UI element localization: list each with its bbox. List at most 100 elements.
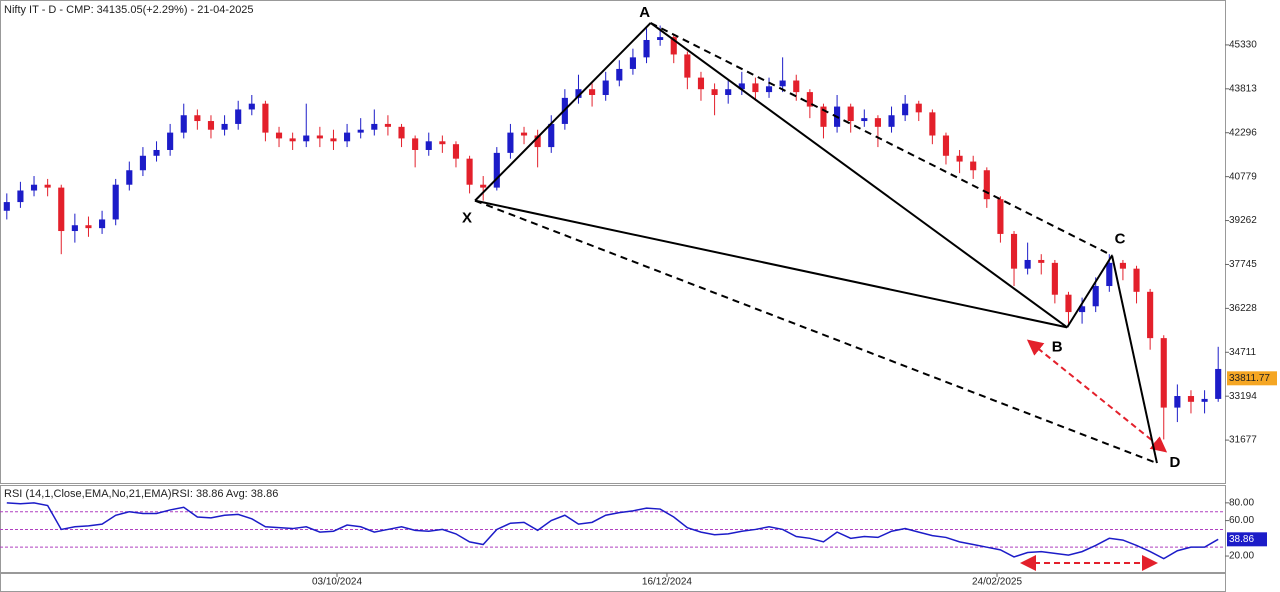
candle-body	[167, 132, 174, 150]
rsi-title: RSI (14,1,Close,EMA,No,21,EMA)RSI: 38.86…	[4, 488, 278, 500]
candle-body	[997, 199, 1004, 234]
candle-body	[847, 106, 854, 122]
y-tick-label: 20.00	[1229, 551, 1254, 562]
candle-body	[1051, 262, 1058, 295]
y-tick-label: 45330	[1229, 40, 1257, 51]
rsi-badge-label: 38.86	[1229, 534, 1254, 545]
candle-body	[779, 80, 786, 87]
candle-body	[1147, 291, 1154, 339]
candle-body	[44, 184, 51, 188]
pattern-label: B	[1052, 338, 1063, 355]
date-strip	[0, 573, 1226, 592]
candle-body	[3, 202, 10, 211]
candle-body	[684, 54, 691, 78]
price-panel	[0, 0, 1226, 484]
candle-body	[697, 77, 705, 90]
x-tick-label: 24/02/2025	[972, 577, 1022, 588]
y-tick-label: 42296	[1229, 127, 1257, 138]
candle-body	[983, 170, 990, 200]
candle-body	[602, 80, 609, 95]
last-price-box	[1227, 371, 1277, 386]
last-price-label: 33811.77	[1229, 373, 1270, 384]
candle-body	[412, 138, 419, 150]
y-tick-label: 34711	[1229, 347, 1257, 358]
candle-body	[207, 121, 215, 130]
candle-body	[956, 155, 963, 162]
candle-body	[398, 126, 405, 139]
candle-body	[1133, 268, 1140, 292]
candle-body	[357, 129, 364, 133]
candle-body	[153, 149, 160, 156]
candle-body	[752, 83, 759, 93]
pattern-dashed-line	[474, 199, 1158, 465]
candle-body	[793, 80, 800, 93]
rsi-line	[6, 502, 1219, 560]
candle-body	[139, 155, 146, 171]
candle-body	[126, 170, 133, 185]
candle-body	[643, 39, 650, 58]
y-tick-label: 36228	[1229, 303, 1257, 314]
candle-body	[765, 86, 773, 93]
candle-body	[71, 225, 78, 232]
y-tick-label: 37745	[1229, 259, 1257, 270]
candle-body	[711, 89, 718, 95]
pattern-label: X	[462, 210, 472, 227]
candle-body	[575, 89, 582, 98]
candle-body	[725, 89, 732, 95]
candle-body	[929, 112, 936, 136]
candle-body	[874, 118, 881, 127]
rsi-badge	[1227, 532, 1267, 547]
pattern-line	[1066, 254, 1113, 328]
candle-body	[344, 132, 351, 142]
candle-body	[493, 152, 500, 188]
pattern-line	[474, 22, 652, 202]
candle-body	[221, 123, 228, 130]
pattern-line	[1111, 255, 1158, 464]
candle-body	[480, 184, 487, 188]
y-tick-label: 39262	[1229, 215, 1257, 226]
y-tick-label: 31677	[1229, 435, 1257, 446]
x-tick-label: 03/10/2024	[312, 577, 362, 588]
candle-body	[1079, 306, 1086, 313]
candle-body	[58, 187, 65, 232]
candle-body	[507, 132, 514, 153]
candle-body	[1119, 262, 1126, 269]
candle-body	[616, 68, 623, 81]
candle-body	[235, 109, 242, 124]
candle-body	[1187, 396, 1195, 402]
candle-body	[194, 115, 201, 122]
candle-body	[1106, 262, 1113, 287]
pattern-line	[474, 199, 1068, 329]
candle-body	[629, 57, 636, 69]
candle-body	[1160, 338, 1167, 408]
candle-body	[248, 103, 255, 110]
candle-body	[85, 225, 92, 229]
candle-body	[275, 132, 283, 139]
candle-body	[520, 132, 528, 136]
candle-body	[425, 141, 432, 150]
candle-body	[534, 135, 541, 148]
candle-body	[99, 219, 106, 229]
candle-body	[942, 135, 950, 156]
candle-body	[289, 138, 296, 142]
chart-title: Nifty IT - D - CMP: 34135.05(+2.29%) - 2…	[4, 4, 254, 16]
candle-body	[738, 83, 745, 90]
candle-body	[1024, 259, 1031, 269]
pattern-line	[650, 22, 1068, 329]
candle-body	[17, 190, 24, 203]
candle-body	[657, 37, 664, 40]
x-tick-label: 16/12/2024	[642, 577, 692, 588]
candle-body	[466, 158, 473, 185]
candle-body	[1065, 294, 1072, 313]
candle-body	[371, 123, 378, 130]
candle-body	[548, 123, 555, 148]
pattern-label: D	[1170, 454, 1181, 471]
candle-body	[589, 89, 596, 95]
candle-body	[670, 37, 677, 55]
candle-body	[1215, 368, 1222, 399]
candle-body	[452, 144, 460, 159]
pattern-label: C	[1115, 230, 1126, 247]
pattern-label: A	[639, 4, 650, 21]
